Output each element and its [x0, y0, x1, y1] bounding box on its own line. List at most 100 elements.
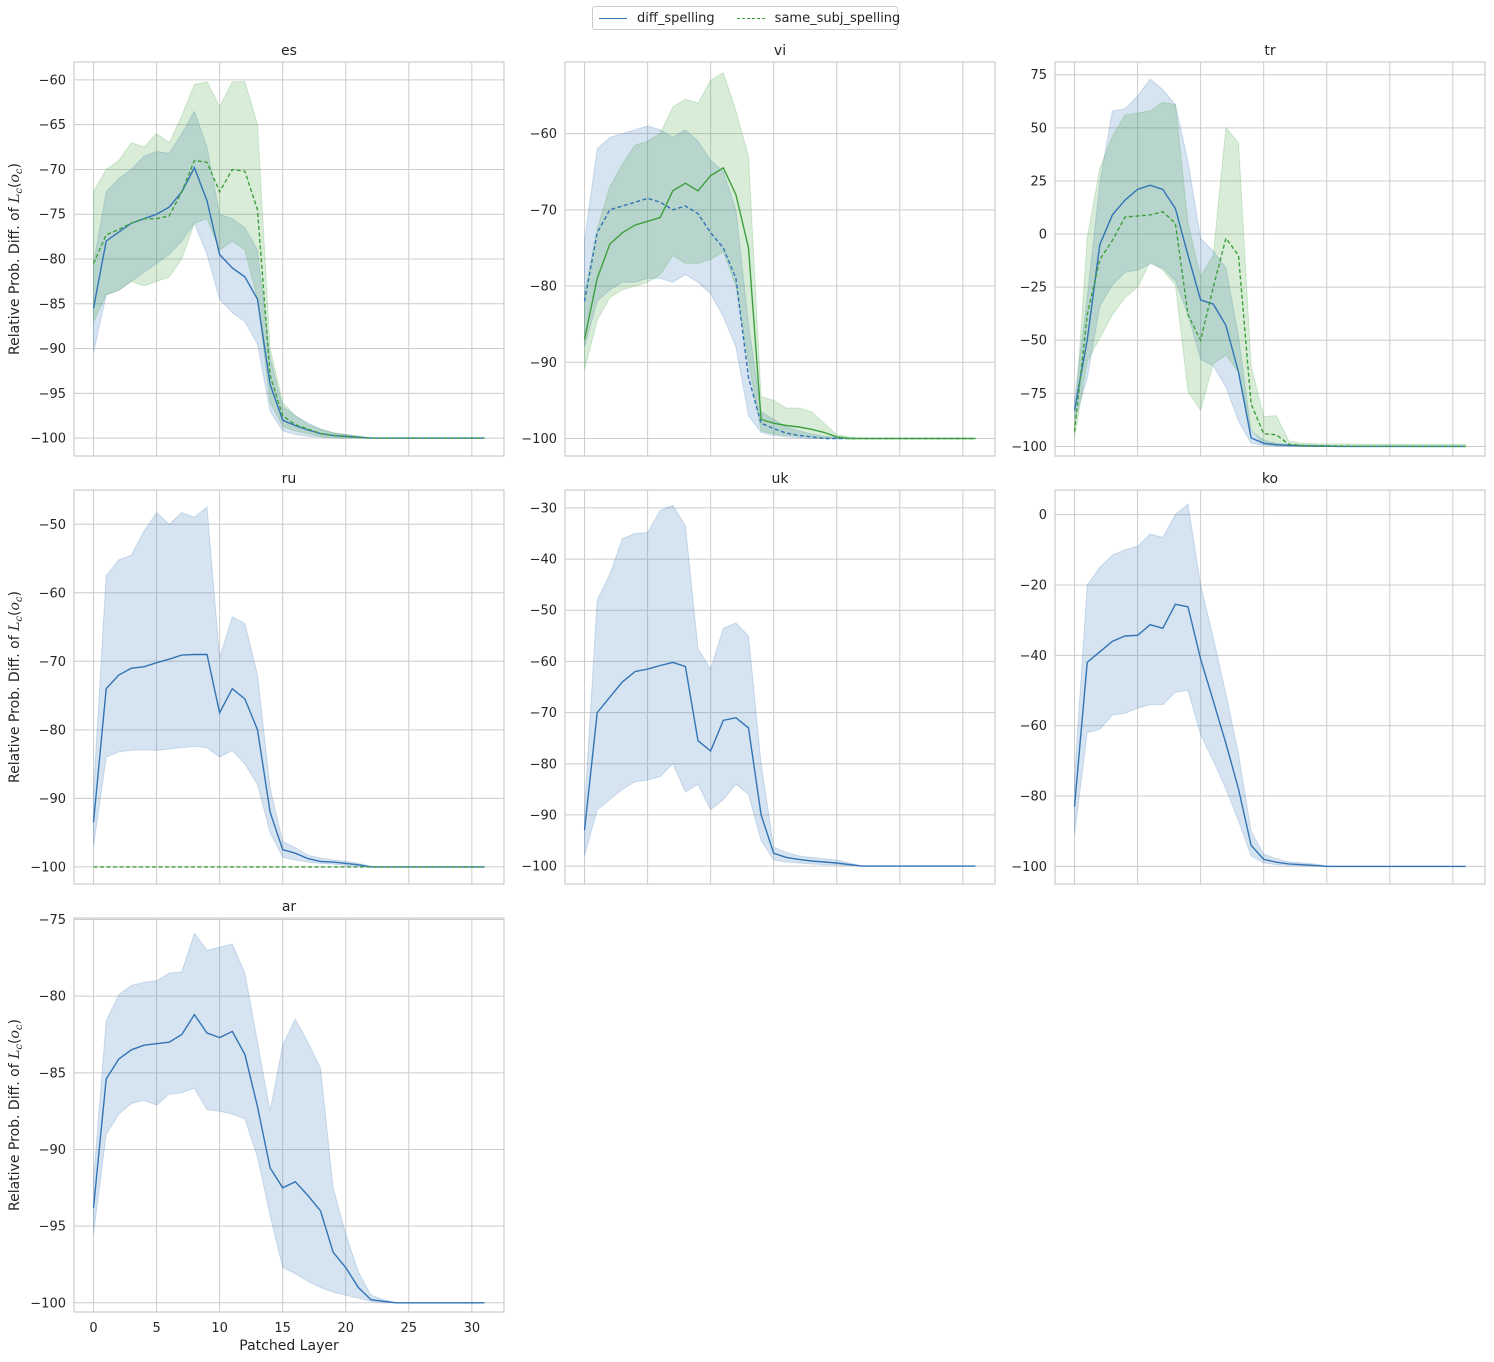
series-line-diff_spelling — [1073, 603, 1466, 868]
confidence-band-same_subj_spelling — [1074, 101, 1466, 447]
y-tick-label: −80 — [39, 253, 66, 268]
y-tick-label: −50 — [530, 604, 557, 619]
y-tick-label: −100 — [1011, 860, 1047, 875]
y-tick-label: −100 — [30, 860, 66, 875]
series-line-diff_spelling — [92, 1013, 485, 1304]
y-tick-label: −75 — [39, 913, 66, 928]
x-tick-label: 15 — [274, 1321, 291, 1336]
y-tick-label: −100 — [1011, 440, 1047, 455]
y-tick-label: −90 — [39, 792, 66, 807]
series-line-same_subj_spelling — [92, 159, 485, 439]
y-tick-label: −100 — [30, 432, 66, 447]
y-tick-label: −30 — [530, 501, 557, 516]
y-tick-label: −60 — [530, 127, 557, 142]
x-axis-label: Patched Layer — [239, 1338, 339, 1354]
legend-entry-same-subj-spelling: same_subj_spelling — [736, 10, 901, 26]
y-tick-label: −75 — [1020, 387, 1047, 402]
y-tick-label: 0 — [1039, 228, 1047, 243]
panel-title: uk — [772, 471, 790, 487]
panel-ru: −100 −90 −80 −70 −60 −50 ru Relative Prob. Diff… — [7, 471, 505, 885]
y-tick-label: −80 — [39, 990, 66, 1005]
y-tick-label: −80 — [39, 723, 66, 738]
confidence-band-diff_spelling — [93, 932, 485, 1304]
y-tick-label: −95 — [39, 387, 66, 402]
y-tick-label: −80 — [530, 757, 557, 772]
y-tick-label: 0 — [1039, 508, 1047, 523]
y-tick-label: −70 — [39, 163, 66, 178]
axes-frame — [73, 489, 505, 885]
y-tick-label: −90 — [530, 356, 557, 371]
panel-title: vi — [774, 43, 786, 59]
y-tick-label: −100 — [521, 432, 557, 447]
x-tick-label: 10 — [211, 1321, 228, 1336]
y-tick-label: 50 — [1030, 121, 1047, 136]
axes-frame — [73, 917, 505, 1313]
legend: diff_spelling same_subj_spelling — [592, 6, 901, 30]
y-tick-label: 75 — [1030, 68, 1047, 83]
y-tick-label: −70 — [530, 203, 557, 218]
y-tick-label: −75 — [39, 208, 66, 223]
panel-tr: −100 −75 −50 −25 0 25 50 75 tr — [1011, 43, 1486, 457]
y-tick-label: −40 — [1020, 649, 1047, 664]
y-tick-label: −100 — [521, 860, 557, 875]
y-tick-label: −90 — [530, 808, 557, 823]
panel-vi: −100 −90 −80 −70 −60 vi — [521, 43, 996, 457]
panel-ko: −100 −80 −60 −40 −20 0 ko — [1011, 471, 1486, 885]
y-tick-label: −70 — [530, 706, 557, 721]
x-tick-label: 5 — [152, 1321, 160, 1336]
panel-ar: −100 −95 −90 −85 −80 −75 ar 0 5 10 15 20 25 30 Patched… — [7, 899, 505, 1354]
panel-title: es — [281, 43, 297, 59]
y-tick-label: −40 — [530, 553, 557, 568]
legend-label-diff-spelling: diff_spelling — [637, 10, 715, 26]
axes-frame — [564, 61, 996, 457]
legend-swatch-solid — [599, 17, 627, 19]
legend-label-same-subj-spelling: same_subj_spelling — [774, 10, 901, 26]
panel-title: ru — [282, 471, 297, 487]
legend-entry-diff-spelling: diff_spelling — [599, 11, 715, 26]
y-tick-label: −80 — [530, 280, 557, 295]
y-tick-label: −90 — [39, 342, 66, 357]
confidence-band-same_subj_spelling — [93, 81, 485, 439]
y-tick-label: −80 — [1020, 790, 1047, 805]
axes-frame — [73, 61, 505, 457]
y-tick-label: −90 — [39, 1143, 66, 1158]
confidence-band-diff_spelling — [93, 506, 485, 868]
series-line-same_subj_spelling — [583, 166, 976, 440]
y-tick-label: −85 — [39, 297, 66, 312]
panel-uk: −100 −90 −80 −70 −60 −50 −40 −30 uk — [521, 471, 996, 885]
y-tick-label: −85 — [39, 1066, 66, 1081]
y-tick-label: −65 — [39, 118, 66, 133]
y-axis-label: Relative Prob. Diff. of Lc(oc) — [7, 591, 25, 783]
y-tick-label: −50 — [39, 518, 66, 533]
y-tick-label: −50 — [1020, 334, 1047, 349]
y-tick-label: −60 — [530, 655, 557, 670]
y-axis-label: Relative Prob. Diff. of Lc(oc) — [7, 1019, 25, 1211]
panel-title: tr — [1264, 43, 1275, 59]
y-axis-label: Relative Prob. Diff. of Lc(oc) — [7, 163, 25, 355]
confidence-band-diff_spelling — [1074, 503, 1466, 867]
y-tick-label: −60 — [39, 73, 66, 88]
x-tick-label: 25 — [401, 1321, 418, 1336]
y-tick-label: −60 — [1020, 719, 1047, 734]
y-tick-label: −20 — [1020, 578, 1047, 593]
panel-title: ko — [1262, 471, 1278, 487]
panel-es: −100 −95 −90 −85 −80 −75 −70 −65 −60 es Relative P… — [7, 43, 505, 457]
axes-frame — [564, 489, 996, 885]
y-tick-label: 25 — [1030, 174, 1047, 189]
x-tick-label: 20 — [337, 1321, 354, 1336]
legend-swatch-dashed — [736, 17, 765, 19]
x-tick-label: 0 — [89, 1321, 97, 1336]
axes-frame — [1054, 489, 1486, 885]
y-tick-label: −70 — [39, 655, 66, 670]
y-tick-label: −60 — [39, 586, 66, 601]
y-tick-label: −100 — [30, 1296, 66, 1311]
series-line-diff_spelling — [583, 661, 976, 867]
panel-title: ar — [282, 899, 297, 915]
series-line-same_subj_spelling — [1073, 210, 1466, 448]
y-tick-label: −25 — [1020, 281, 1047, 296]
x-tick-label: 30 — [464, 1321, 481, 1336]
y-tick-label: −95 — [39, 1220, 66, 1235]
axes-frame — [1054, 61, 1486, 457]
